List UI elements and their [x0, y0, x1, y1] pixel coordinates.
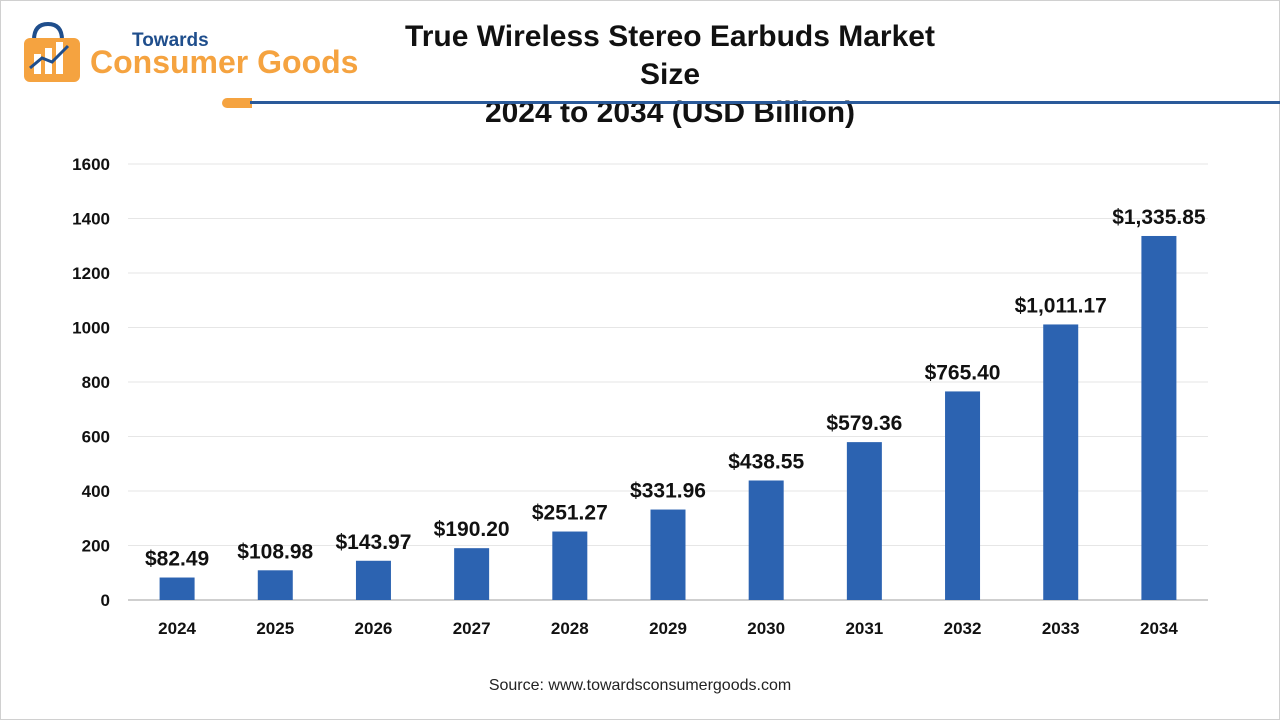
- bar: [355, 560, 391, 600]
- chart-title-line1: True Wireless Stereo Earbuds Market Size: [405, 20, 935, 91]
- y-tick-label: 1000: [72, 319, 110, 338]
- shopping-bag-icon: [24, 21, 80, 82]
- data-label: $331.96: [630, 480, 706, 503]
- y-tick-label: 0: [101, 591, 110, 610]
- brand-top-text: Towards: [132, 30, 209, 51]
- bar: [159, 577, 195, 600]
- data-label: $82.49: [145, 548, 209, 571]
- data-label: $143.97: [335, 531, 411, 554]
- brand-main-text: Consumer Goods: [90, 44, 359, 80]
- title-rule: [250, 101, 1280, 104]
- x-tick-label: 2026: [355, 619, 393, 638]
- y-tick-label: 200: [82, 537, 110, 556]
- x-tick-label: 2024: [158, 619, 196, 638]
- y-tick-label: 600: [82, 428, 110, 447]
- bar: [846, 442, 882, 600]
- y-tick-label: 1400: [72, 210, 110, 229]
- bar: [1141, 235, 1177, 600]
- x-tick-label: 2031: [845, 619, 883, 638]
- chart-title: True Wireless Stereo Earbuds Market Size…: [380, 18, 960, 132]
- source-note: Source: www.towardsconsumergoods.com: [488, 677, 792, 694]
- bar: [1043, 324, 1079, 600]
- x-tick-label: 2025: [256, 619, 294, 638]
- bar: [454, 548, 490, 600]
- x-tick-label: 2028: [551, 619, 589, 638]
- x-tick-label: 2032: [944, 619, 982, 638]
- brand-logo: Towards Consumer Goods: [20, 18, 380, 88]
- y-tick-label: 800: [82, 373, 110, 392]
- data-label: $765.40: [925, 361, 1001, 384]
- bar: [257, 570, 293, 600]
- x-tick-label: 2033: [1042, 619, 1080, 638]
- bar: [748, 480, 784, 600]
- x-tick-label: 2030: [747, 619, 785, 638]
- data-label: $108.98: [237, 540, 313, 563]
- data-label: $1,011.17: [1015, 294, 1107, 317]
- bar: [552, 531, 588, 600]
- x-tick-label: 2029: [649, 619, 687, 638]
- y-tick-label: 1600: [72, 155, 110, 174]
- x-tick-label: 2034: [1140, 619, 1178, 638]
- title-rule-accent: [222, 98, 252, 108]
- data-label: $579.36: [826, 412, 902, 435]
- data-label: $1,335.85: [1112, 206, 1206, 229]
- bar: [945, 391, 981, 600]
- y-tick-label: 400: [82, 482, 110, 501]
- data-label: $190.20: [434, 518, 510, 541]
- y-tick-label: 1200: [72, 264, 110, 283]
- bar: [650, 509, 686, 600]
- x-tick-label: 2027: [453, 619, 491, 638]
- data-label: $251.27: [532, 502, 608, 525]
- data-label: $438.55: [728, 450, 804, 473]
